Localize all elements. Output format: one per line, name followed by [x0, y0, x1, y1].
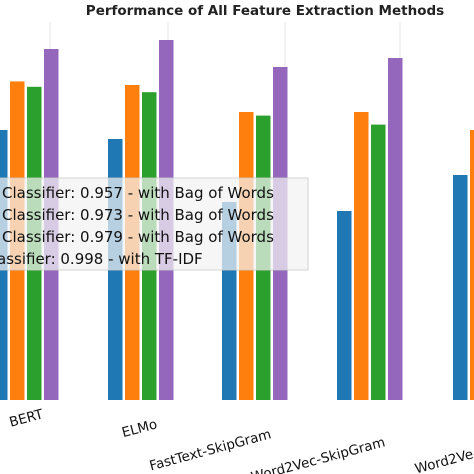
bar-word2ve-s2 — [470, 130, 474, 400]
bar-word2vec-skipgram-s1 — [337, 211, 352, 400]
bar-word2ve-s1 — [453, 175, 468, 400]
legend: Classifier: 0.957 - with Bag of Words Cla… — [0, 177, 309, 271]
legend-entry-1: Classifier: 0.957 - with Bag of Words — [2, 184, 274, 202]
x-tick-labels: BERT ELMoFastText-SkipGramWord2Vec-SkipGr… — [8, 406, 474, 474]
bar-word2vec-skipgram-s3 — [371, 124, 386, 400]
legend-box — [0, 177, 309, 271]
x-tick-label-2: ELMo — [120, 416, 159, 441]
legend-entry-2: Classifier: 0.973 - with Bag of Words — [2, 206, 274, 224]
legend-entry-4: assifier: 0.998 - with TF-IDF — [0, 250, 203, 268]
x-tick-label-5: Word2Ve — [413, 446, 474, 474]
legend-entry-3: Classifier: 0.979 - with Bag of Words — [2, 228, 274, 246]
x-tick-label-3: FastText-SkipGram — [148, 426, 273, 474]
bar-word2vec-skipgram-s2 — [354, 112, 369, 400]
x-tick-label-1: BERT — [8, 406, 46, 431]
bar-word2vec-skipgram-s4 — [388, 58, 403, 400]
chart-title: Performance of All Feature Extraction Me… — [86, 3, 444, 19]
